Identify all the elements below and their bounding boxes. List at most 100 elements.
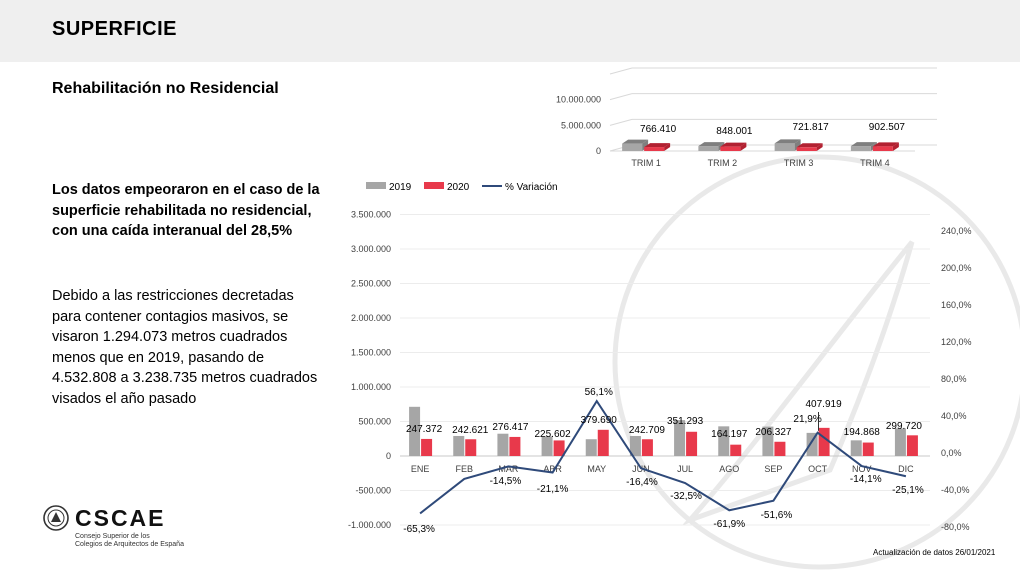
q-bar-2020 (872, 146, 893, 151)
m-bar-data-label: 242.621 (452, 425, 489, 436)
m-bar-2020 (597, 429, 609, 456)
m-bar-data-label: 206.327 (755, 427, 792, 438)
q-bar-side (794, 139, 801, 151)
m-line-data-label: -51,6% (761, 510, 793, 521)
m-bar-2019 (718, 426, 730, 456)
m-bar-2019 (541, 436, 553, 456)
m-bar-2020 (553, 440, 565, 456)
q-ytick-label: 5.000.000 (561, 120, 601, 130)
m-bar-2020 (774, 441, 786, 456)
legend-label-variation: % Variación (505, 182, 558, 193)
m-bar-2020 (906, 435, 918, 456)
m-bar-2020 (686, 431, 698, 456)
m-y2tick-label: 80,0% (941, 374, 967, 384)
m-bar-data-label: 276.417 (492, 422, 529, 433)
m-bar-2020 (421, 438, 433, 456)
m-y2tick-label: -40,0% (941, 485, 970, 495)
q-bar-side (892, 142, 899, 151)
m-category-label: DIC (898, 464, 914, 474)
q-bar-side (642, 139, 649, 151)
m-category-label: AGO (719, 464, 739, 474)
legend-swatch-2019 (366, 182, 386, 189)
q-category-label: TRIM 3 (784, 158, 814, 168)
m-ytick-label: 3.500.000 (351, 210, 391, 220)
q-bar-side (740, 142, 747, 151)
legend-label-2020: 2020 (447, 182, 470, 193)
m-bar-data-label: 242.709 (629, 425, 666, 436)
m-bar-2019 (762, 426, 774, 456)
q-bar-top (872, 142, 899, 147)
m-line-data-label: -16,4% (626, 477, 658, 488)
m-bar-2019 (674, 420, 686, 456)
m-ytick-label: 2.500.000 (351, 279, 391, 289)
m-line-data-label: -14,5% (490, 476, 522, 487)
m-category-label: OCT (808, 464, 828, 474)
q-category-label: TRIM 2 (708, 158, 738, 168)
legend-swatch-2020 (424, 182, 444, 189)
m-y2tick-label: 200,0% (941, 263, 972, 273)
m-category-label: JUL (677, 464, 693, 474)
m-bar-2019 (453, 435, 465, 456)
q-gridline-side (609, 67, 633, 75)
m-bar-data-label: 379.690 (581, 415, 618, 426)
m-bar-data-label: 225.602 (535, 429, 572, 440)
m-category-label: SEP (764, 464, 782, 474)
m-bar-data-label: 194.868 (844, 427, 881, 438)
q-bar-top (622, 139, 649, 144)
q-bar-top (774, 139, 801, 144)
m-y2tick-label: -80,0% (941, 522, 970, 532)
logo-line-2: Colegios de Arquitectos de España (75, 541, 184, 548)
highlight-text: Los datos empeoraron en el caso de la su… (52, 182, 320, 239)
q-bar-top (720, 142, 747, 147)
m-category-label: FEB (455, 464, 473, 474)
m-category-label: ABR (543, 464, 562, 474)
m-y2tick-label: 120,0% (941, 337, 972, 347)
variation-line (419, 399, 907, 515)
q-bar-top (698, 142, 725, 147)
m-line-data-label: -21,1% (537, 484, 569, 495)
m-bar-data-label: 164.197 (711, 429, 748, 440)
m-line-data-label: 56,1% (585, 387, 613, 398)
m-bar-2019 (409, 406, 421, 456)
header-bar (0, 0, 1020, 62)
logo-name: CSCAE (75, 505, 166, 531)
q-gridline-side (609, 93, 633, 101)
m-ytick-label: 0 (386, 451, 391, 461)
m-category-label: NOV (852, 464, 872, 474)
m-y2tick-label: 240,0% (941, 226, 972, 236)
m-bar-2019 (806, 432, 818, 456)
m-ytick-label: 500.000 (358, 417, 391, 427)
m-ytick-label: 2.000.000 (351, 313, 391, 323)
q-bar-top (850, 142, 877, 147)
m-category-label: ENE (411, 464, 430, 474)
m-bar-data-label: 299.720 (886, 421, 923, 432)
q-category-label: TRIM 1 (631, 158, 661, 168)
m-bar-2020 (862, 442, 874, 456)
logo-line-1: Consejo Superior de los (75, 533, 150, 540)
m-line-data-label: -14,1% (850, 474, 882, 485)
m-bar-data-label: 351.293 (667, 416, 704, 427)
m-bar-2019 (629, 435, 641, 456)
m-y2tick-label: 0,0% (941, 448, 962, 458)
q-bar-2020 (796, 147, 817, 151)
cscae-emblem-icon (43, 505, 69, 531)
m-line-data-label: -65,3% (403, 524, 435, 535)
m-bar-2020 (509, 436, 521, 456)
m-ytick-label: -500.000 (355, 486, 391, 496)
m-y2tick-label: 160,0% (941, 300, 972, 310)
m-bar-2019 (585, 439, 597, 456)
q-bar-2020 (720, 146, 741, 151)
q-bar-side (664, 143, 671, 151)
m-bar-2020 (641, 439, 653, 456)
m-ytick-label: 3.000.000 (351, 244, 391, 254)
q-data-label: 721.817 (793, 122, 830, 133)
q-ytick-label: 10.000.000 (556, 95, 601, 105)
q-ytick-label: 0 (596, 146, 601, 156)
m-bar-2020 (465, 439, 477, 456)
m-line-data-label: -61,9% (713, 519, 745, 530)
q-bar-2019 (850, 146, 871, 151)
body-paragraph: Debido a las restricciones decretadas pa… (52, 288, 318, 407)
legend-label-2019: 2019 (389, 182, 412, 193)
